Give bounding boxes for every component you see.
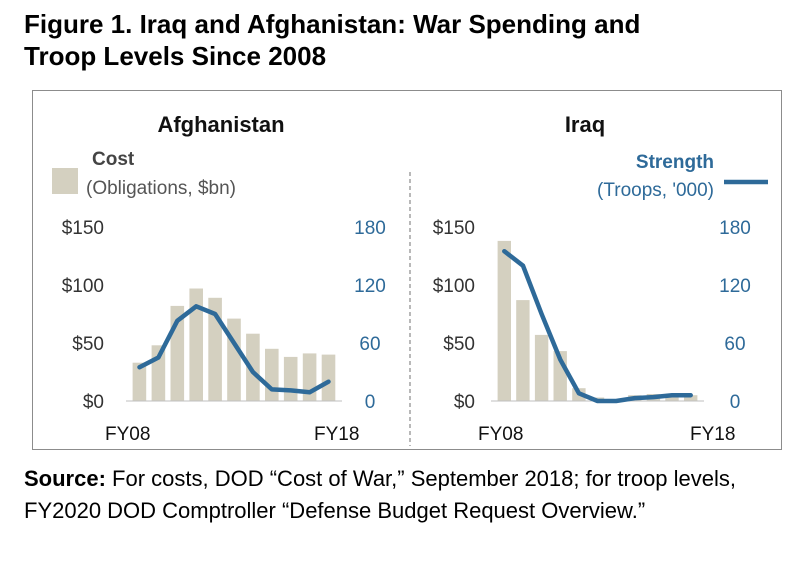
iraq-cost-bar [534, 334, 549, 401]
afghanistan-right-tick-label: 120 [354, 276, 386, 297]
iraq-cost-bar [516, 300, 530, 401]
afghanistan-right-tick-label: 0 [365, 392, 376, 413]
iraq-strength-line [502, 248, 693, 404]
afghanistan-cost-bar [132, 362, 147, 401]
afghanistan-right-tick-label: 60 [359, 334, 380, 355]
iraq-cost-bar [665, 396, 679, 401]
afghanistan-cost-bar [321, 354, 336, 401]
cost-legend-swatch [52, 168, 78, 194]
iraq-right-tick-label: 0 [730, 392, 741, 413]
source-label: Source: [24, 466, 106, 491]
iraq-cost-bar [684, 395, 698, 401]
afghanistan-cost-bar [189, 288, 203, 401]
afghanistan-x-tick-label-start: FY08 [105, 424, 150, 445]
afghanistan-cost-bar [265, 348, 279, 401]
afghanistan-cost-bar [283, 356, 298, 401]
iraq-left-tick-label: $0 [454, 392, 475, 413]
afghanistan-left-tick-label: $50 [72, 334, 104, 355]
afghanistan-strength-line [137, 304, 331, 395]
afghanistan-right-tick-label: 180 [354, 218, 386, 239]
afghanistan-cost-bar [246, 333, 260, 401]
iraq-left-tick-label: $150 [433, 218, 475, 239]
figure-title-line-2: Troop Levels Since 2008 [24, 41, 327, 71]
afghanistan-x-tick-label-end: FY18 [314, 424, 359, 445]
afghanistan-left-tick-label: $0 [83, 392, 104, 413]
afghanistan-cost-bar [208, 297, 222, 401]
iraq-right-tick-label: 60 [724, 334, 745, 355]
strength-legend-title: Strength [636, 152, 714, 173]
afghanistan-cost-bar [227, 318, 241, 401]
iraq-cost-bar [497, 240, 511, 401]
afghanistan-left-tick-label: $150 [62, 218, 104, 239]
source-text: For costs, DOD “Cost of War,” September … [24, 466, 737, 523]
cost-legend-subtitle: (Obligations, $bn) [86, 178, 236, 199]
iraq-left-tick-label: $50 [443, 334, 475, 355]
iraq-x-tick-label-end: FY18 [690, 424, 735, 445]
strength-legend-subtitle: (Troops, '000) [597, 180, 714, 201]
chart-frame [32, 90, 782, 450]
figure-title-line-1: Figure 1. Iraq and Afghanistan: War Spen… [24, 9, 641, 39]
source-note: Source: For costs, DOD “Cost of War,” Se… [24, 463, 794, 527]
iraq-panel-title: Iraq [565, 112, 605, 137]
cost-legend-title: Cost [92, 149, 135, 170]
iraq-left-tick-label: $100 [433, 276, 475, 297]
afghanistan-left-tick-label: $100 [62, 276, 104, 297]
afghanistan-panel-title: Afghanistan [157, 112, 284, 137]
figure-title: Figure 1. Iraq and Afghanistan: War Spen… [24, 8, 784, 72]
iraq-x-tick-label-start: FY08 [478, 424, 523, 445]
iraq-right-tick-label: 180 [719, 218, 751, 239]
iraq-right-tick-label: 120 [719, 276, 751, 297]
